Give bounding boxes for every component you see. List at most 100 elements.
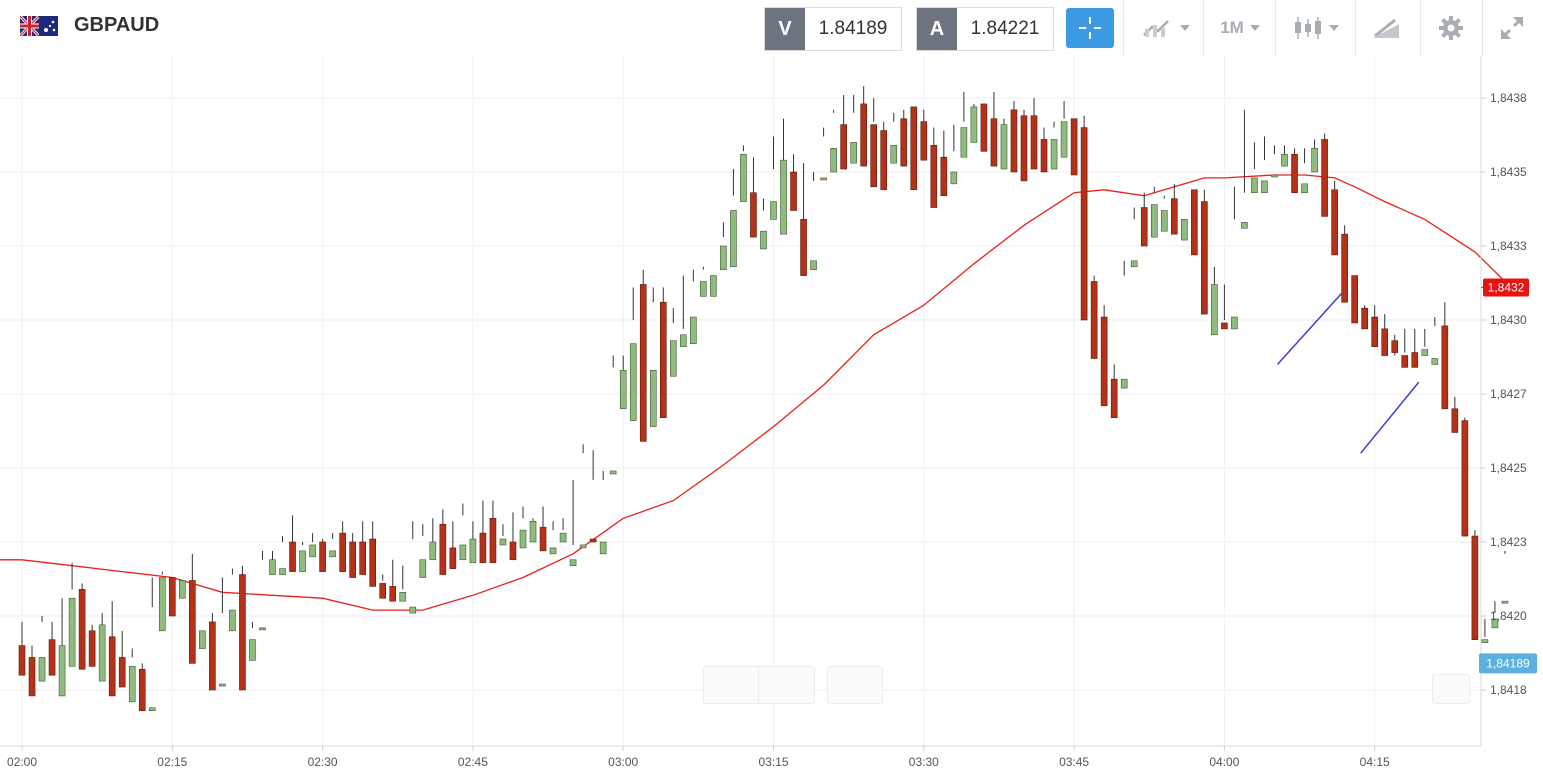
toolbar-divider	[1123, 0, 1124, 56]
bull-candle-body	[950, 171, 958, 185]
y-tick-label: 1,8418	[1490, 683, 1527, 697]
sell-price-button[interactable]: V 1.84189	[764, 7, 902, 51]
bull-candle-body	[1261, 180, 1268, 194]
price-chart[interactable]: 1,84381,84351,84331,84301,84271,84251,84…	[0, 56, 1543, 783]
bear-candle-body	[880, 130, 888, 191]
bear-candle-body	[1030, 115, 1038, 170]
chart-grid	[0, 56, 1481, 746]
crosshair-button[interactable]	[1066, 8, 1114, 48]
scroll-navigation-buttons[interactable]	[703, 666, 815, 704]
chevron-down-icon	[1249, 25, 1260, 31]
bull-candle-body	[1431, 358, 1439, 365]
bull-candle-body	[1501, 600, 1509, 604]
bull-candle-body	[710, 275, 717, 297]
ma-price-label: 1,8432	[1488, 280, 1525, 294]
bear-candle-body	[639, 284, 647, 442]
instrument-header[interactable]: GBPAUD	[20, 14, 159, 37]
nav-divider	[758, 667, 759, 703]
bear-candle-body	[1070, 118, 1078, 176]
bull-candle-body	[429, 541, 437, 561]
scroll-to-latest-button[interactable]	[1432, 674, 1470, 704]
y-tick-label: 1,8427	[1490, 387, 1527, 401]
bear-candle-body	[790, 171, 797, 211]
bear-candle-body	[319, 541, 326, 572]
current-price-tag	[1479, 653, 1537, 674]
bull-candle-body	[890, 145, 898, 164]
bear-candle-body	[509, 541, 517, 561]
bull-candle-body	[1241, 222, 1248, 229]
reset-zoom-button[interactable]	[827, 666, 883, 704]
bear-candle-body	[118, 657, 126, 688]
bull-candle-body	[810, 260, 817, 270]
gb-au-flag-icon	[20, 15, 58, 36]
timeframe-dropdown[interactable]: 1M	[1210, 8, 1270, 48]
bear-candle-body	[1140, 207, 1148, 247]
bull-candle-body	[1421, 349, 1429, 356]
chart-type-button[interactable]	[1136, 8, 1196, 48]
toolbar-divider	[1203, 0, 1204, 56]
drawing-tools-button[interactable]	[1364, 8, 1408, 48]
bull-candle-body	[269, 559, 276, 575]
bull-candle-body	[1231, 316, 1238, 330]
buy-price-button[interactable]: A 1.84221	[916, 7, 1054, 51]
bull-candle-body	[1311, 148, 1318, 173]
bull-candle-body	[1181, 219, 1188, 241]
bear-candle-body	[379, 583, 387, 599]
bear-candle-body	[750, 192, 757, 238]
fullscreen-button[interactable]	[1490, 8, 1534, 48]
bull-candle-body	[1301, 183, 1308, 194]
x-tick-label: 03:30	[909, 755, 939, 769]
bull-candle-body	[1211, 284, 1218, 336]
toolbar-divider	[1275, 0, 1276, 56]
bull-candle-body	[549, 547, 557, 555]
bull-candle-body	[58, 645, 66, 697]
settings-button[interactable]	[1430, 8, 1472, 48]
bear-candle-body	[1090, 281, 1098, 359]
candles-icon	[1295, 17, 1321, 39]
bull-candle-body	[329, 550, 336, 558]
bear-candle-body	[48, 639, 56, 676]
bear-candle-body	[449, 547, 457, 569]
bear-candle-body	[800, 219, 807, 276]
bull-candle-body	[409, 606, 417, 614]
candles-button[interactable]	[1286, 8, 1346, 48]
bull-candle-body	[229, 609, 236, 632]
bear-candle-body	[1391, 340, 1399, 353]
bull-candle-body	[469, 538, 477, 564]
bull-candle-body	[249, 639, 256, 661]
bear-candle-body	[1381, 328, 1389, 356]
bear-candle-body	[1411, 352, 1419, 368]
bear-candle-body	[289, 541, 296, 572]
bear-candle-body	[900, 118, 908, 167]
bear-candle-body	[860, 103, 867, 167]
bull-candle-body	[1060, 121, 1068, 158]
bear-candle-body	[369, 538, 377, 587]
toolbar-divider	[1355, 0, 1356, 56]
bull-candle-body	[68, 597, 76, 667]
bear-candle-body	[1461, 420, 1469, 537]
bear-candle-body	[870, 124, 878, 188]
x-tick-label: 03:15	[758, 755, 788, 769]
bear-candle-body	[1291, 153, 1298, 194]
bear-candle-body	[1191, 189, 1198, 256]
bull-candle-body	[459, 544, 467, 561]
y-tick-label: 1,8423	[1490, 535, 1527, 549]
bull-candle-body	[850, 142, 857, 164]
bear-candle-body	[1451, 408, 1459, 433]
bear-candle-body	[209, 621, 216, 691]
drawing-icon	[1373, 18, 1399, 38]
bull-candle-body	[1130, 260, 1138, 268]
y-tick-label: 1,8438	[1490, 91, 1527, 105]
bear-candle-body	[920, 121, 928, 161]
bear-candle-body	[1110, 378, 1118, 418]
bull-candle-body	[629, 343, 637, 421]
bull-candle-body	[700, 281, 707, 297]
bear-candle-body	[1321, 139, 1328, 217]
chart-type-icon	[1143, 20, 1169, 37]
bear-candle-body	[18, 645, 26, 676]
bear-candle-body	[1201, 201, 1208, 315]
bear-candle-body	[840, 124, 847, 170]
bear-candle-body	[1080, 127, 1088, 321]
bull-candle-body	[780, 159, 787, 235]
bear-candle-body	[389, 586, 397, 602]
